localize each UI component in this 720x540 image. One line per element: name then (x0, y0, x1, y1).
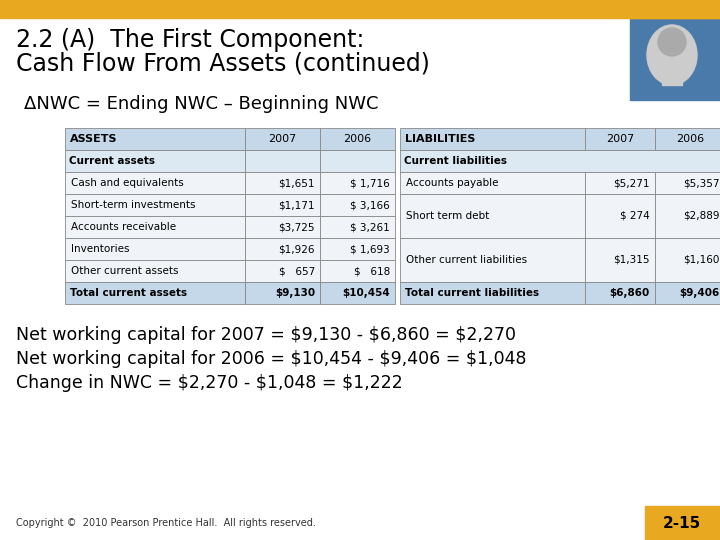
Bar (320, 260, 395, 282)
Bar (320, 238, 395, 260)
Text: Inventories: Inventories (71, 244, 130, 254)
Text: Short-term investments: Short-term investments (71, 200, 196, 210)
Text: Net working capital for 2006 = $10,454 - $9,406 = $1,048: Net working capital for 2006 = $10,454 -… (16, 350, 526, 368)
Bar (320, 150, 395, 172)
Text: $5,271: $5,271 (613, 178, 650, 188)
Text: ΔNWC = Ending NWC – Beginning NWC: ΔNWC = Ending NWC – Beginning NWC (24, 95, 379, 113)
Text: Accounts payable: Accounts payable (406, 178, 498, 188)
Bar (400, 172, 585, 194)
Text: Current liabilities: Current liabilities (404, 156, 507, 166)
Text: 2006: 2006 (343, 134, 372, 144)
Bar (655, 128, 720, 150)
Bar (245, 172, 320, 194)
Bar (65, 260, 245, 282)
Bar (662, 55, 682, 85)
Bar (400, 194, 585, 238)
Text: Cash Flow From Assets (continued): Cash Flow From Assets (continued) (16, 52, 430, 76)
Bar (585, 128, 655, 150)
Text: Net working capital for 2007 = $9,130 - $6,860 = $2,270: Net working capital for 2007 = $9,130 - … (16, 326, 516, 344)
Text: Total current liabilities: Total current liabilities (405, 288, 539, 298)
Bar (400, 128, 585, 150)
Text: LIABILITIES: LIABILITIES (405, 134, 475, 144)
Text: $9,406: $9,406 (680, 288, 720, 298)
Bar (245, 260, 320, 282)
Bar (245, 150, 320, 172)
Text: $1,926: $1,926 (279, 244, 315, 254)
Bar (65, 128, 245, 150)
Text: $1,651: $1,651 (279, 178, 315, 188)
Text: Other current assets: Other current assets (71, 266, 179, 276)
Bar (655, 282, 720, 304)
Text: $6,860: $6,860 (610, 288, 650, 298)
Text: ASSETS: ASSETS (70, 134, 117, 144)
Bar (645, 506, 720, 540)
Text: $1,160: $1,160 (683, 255, 720, 265)
Bar (320, 282, 395, 304)
Bar (320, 128, 395, 150)
Text: Accounts receivable: Accounts receivable (71, 222, 176, 232)
Text: $ 1,693: $ 1,693 (350, 244, 390, 254)
Bar (630, 0, 720, 18)
Text: $   657: $ 657 (279, 266, 315, 276)
Text: $ 3,261: $ 3,261 (350, 222, 390, 232)
Bar (245, 128, 320, 150)
Text: 2.2 (A)  The First Component:: 2.2 (A) The First Component: (16, 28, 364, 52)
Bar (400, 238, 585, 282)
Bar (400, 150, 720, 172)
Text: Copyright ©  2010 Pearson Prentice Hall.  All rights reserved.: Copyright © 2010 Pearson Prentice Hall. … (16, 518, 316, 528)
Ellipse shape (658, 28, 686, 56)
Bar (655, 172, 720, 194)
Bar (585, 282, 655, 304)
Bar (585, 194, 655, 238)
Bar (320, 172, 395, 194)
Bar (245, 238, 320, 260)
Text: $1,315: $1,315 (613, 255, 650, 265)
Bar (655, 194, 720, 238)
Text: Change in NWC = $2,270 - $1,048 = $1,222: Change in NWC = $2,270 - $1,048 = $1,222 (16, 374, 402, 392)
Bar (320, 216, 395, 238)
Text: Other current liabilities: Other current liabilities (406, 255, 527, 265)
Bar (65, 194, 245, 216)
Bar (65, 216, 245, 238)
Bar (320, 194, 395, 216)
Text: Cash and equivalents: Cash and equivalents (71, 178, 184, 188)
Text: Current assets: Current assets (69, 156, 155, 166)
Bar (65, 282, 245, 304)
Text: Short term debt: Short term debt (406, 211, 490, 221)
Text: $1,171: $1,171 (279, 200, 315, 210)
Bar (400, 282, 585, 304)
Bar (585, 172, 655, 194)
Text: $5,357: $5,357 (683, 178, 720, 188)
Bar (0, 0, 720, 18)
Ellipse shape (647, 25, 697, 85)
Text: $2,889: $2,889 (683, 211, 720, 221)
Text: $ 1,716: $ 1,716 (350, 178, 390, 188)
Bar (245, 194, 320, 216)
Bar (585, 238, 655, 282)
Text: 2007: 2007 (606, 134, 634, 144)
Text: 2006: 2006 (676, 134, 704, 144)
Text: 2007: 2007 (269, 134, 297, 144)
Text: $9,130: $9,130 (275, 288, 315, 298)
Text: Total current assets: Total current assets (70, 288, 187, 298)
Text: $10,454: $10,454 (342, 288, 390, 298)
Bar (630, 18, 720, 100)
Text: $3,725: $3,725 (279, 222, 315, 232)
Bar (65, 238, 245, 260)
Text: 2-15: 2-15 (663, 516, 701, 530)
Text: $ 274: $ 274 (620, 211, 650, 221)
Bar (245, 282, 320, 304)
Text: $ 3,166: $ 3,166 (350, 200, 390, 210)
Text: $   618: $ 618 (354, 266, 390, 276)
Bar (65, 150, 245, 172)
Bar (655, 238, 720, 282)
Bar (245, 216, 320, 238)
Bar (65, 172, 245, 194)
